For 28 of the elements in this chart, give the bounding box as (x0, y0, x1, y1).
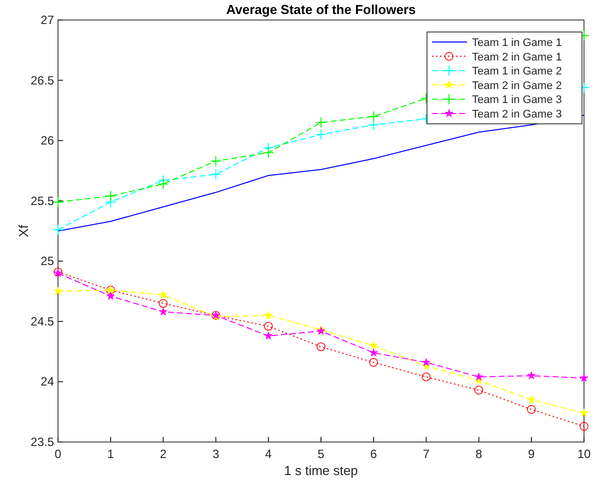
legend-label: Team 1 in Game 1 (472, 37, 562, 49)
y-tick-label: 23.5 (30, 435, 54, 449)
x-tick-label: 3 (212, 447, 220, 461)
x-tick-label: 0 (54, 447, 62, 461)
x-tick-label: 5 (318, 447, 325, 461)
legend-label: Team 2 in Game 1 (472, 51, 562, 64)
legend-label: Team 2 in Game 3 (472, 108, 562, 120)
x-tick-label: 9 (528, 447, 536, 461)
y-tick-label: 24 (40, 374, 54, 389)
x-tick-label: 10 (577, 447, 591, 461)
y-axis-title: Xf (16, 224, 31, 238)
x-tick-label: 6 (370, 447, 378, 461)
legend-label: Team 1 in Game 3 (472, 94, 562, 106)
chart-title: Average State of the Followers (226, 2, 416, 17)
y-tick-label: 26 (40, 134, 54, 148)
y-tick-label: 27 (40, 13, 54, 27)
x-tick-label: 8 (475, 447, 482, 461)
y-tick-label: 26.5 (30, 73, 54, 88)
legend-label: Team 1 in Game 2 (472, 66, 562, 78)
x-tick-label: 2 (160, 447, 167, 461)
y-tick-label: 24.5 (30, 314, 54, 328)
x-tick-label: 7 (422, 447, 430, 461)
x-axis-title: 1 s time step (284, 463, 358, 478)
y-tick-label: 25.5 (30, 194, 54, 208)
legend-label: Team 2 in Game 2 (472, 80, 562, 92)
x-tick-label: 1 (107, 447, 114, 461)
x-tick-label: 4 (265, 447, 272, 461)
y-tick-label: 25 (40, 254, 54, 268)
